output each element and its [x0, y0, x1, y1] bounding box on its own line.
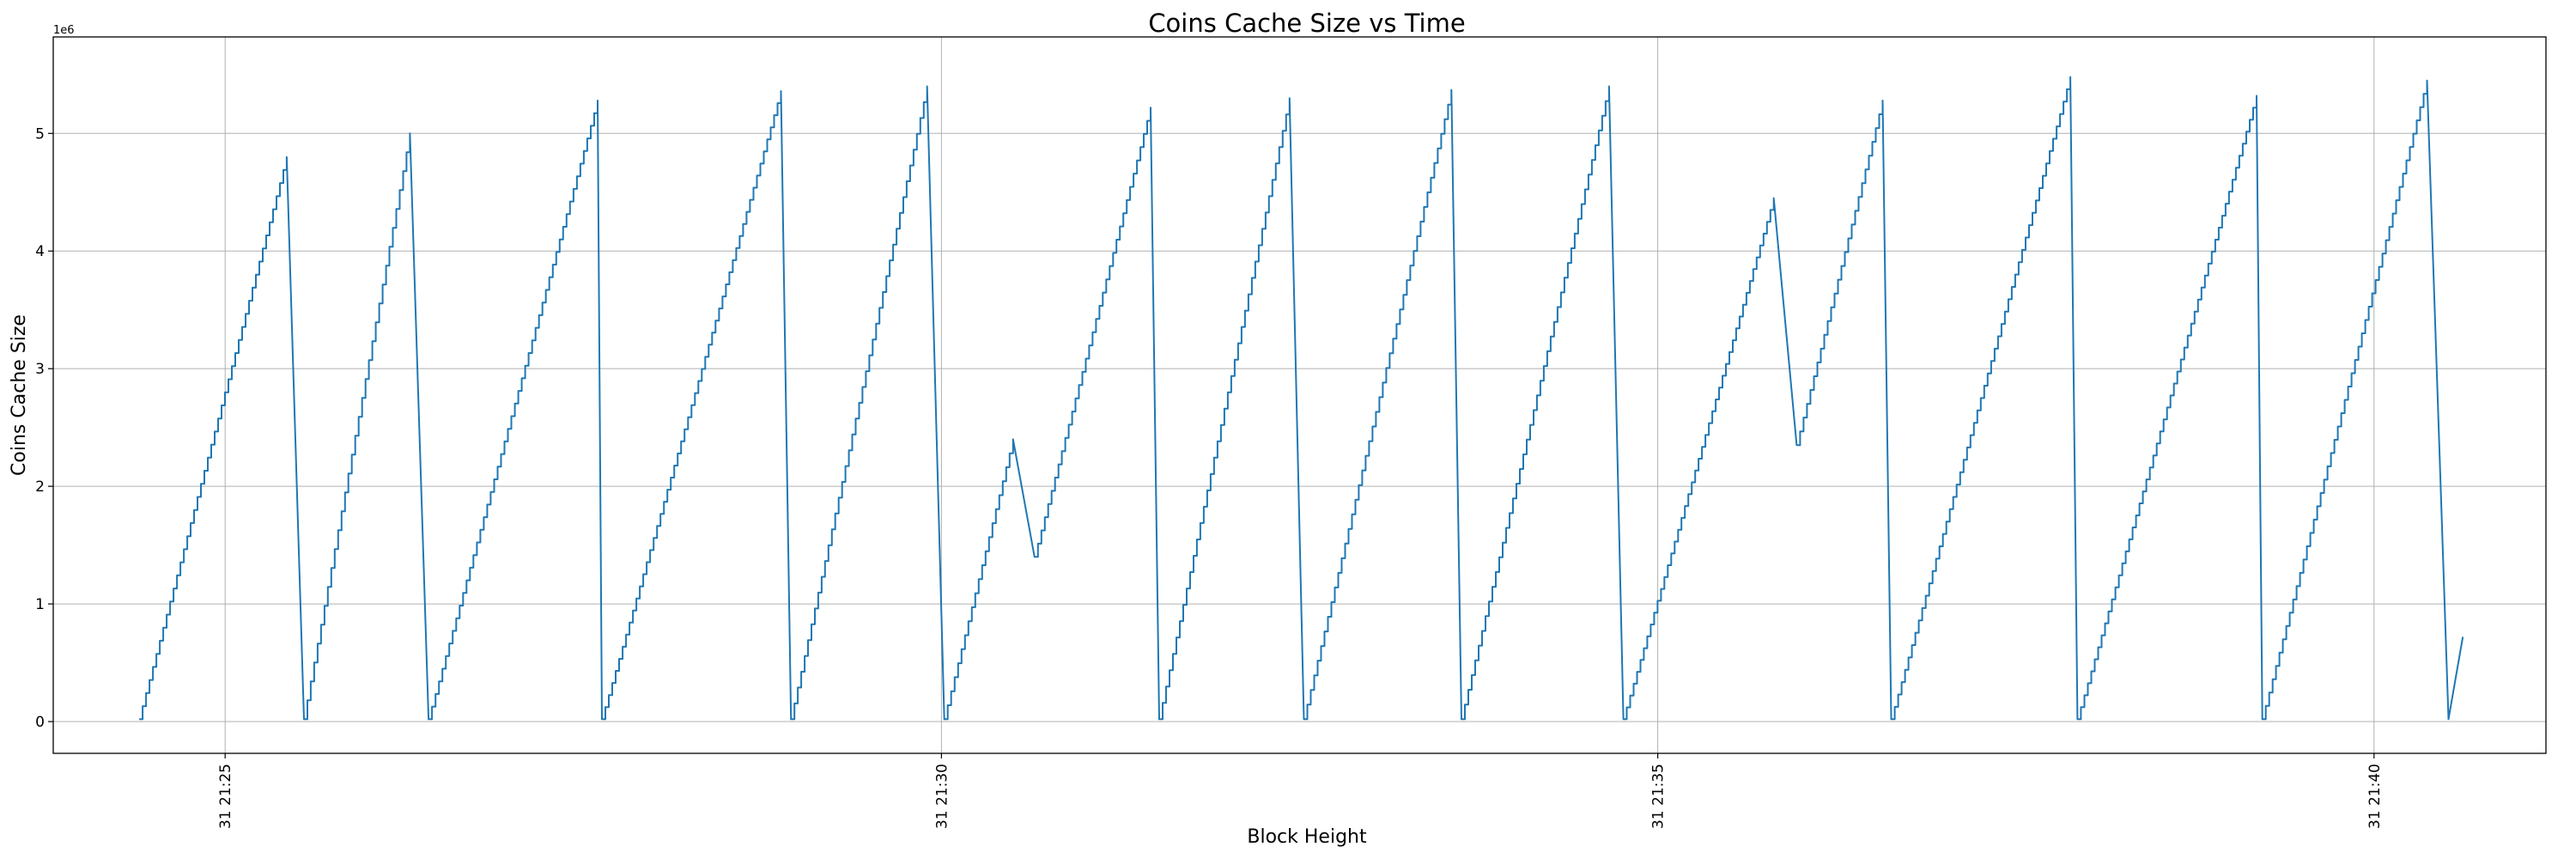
y-axis: 0 1 2 3 4 5 — [35, 125, 53, 731]
x-axis-label: Block Height — [1247, 826, 1367, 848]
y-tick-label: 2 — [35, 478, 45, 496]
plot-frame — [52, 36, 2547, 754]
series-layer — [139, 76, 2464, 721]
x-tick-label: 31 21:30 — [933, 764, 951, 829]
y-axis-label: Coins Cache Size — [9, 314, 30, 476]
y-tick-label: 1 — [35, 596, 45, 613]
x-tick-label: 31 21:35 — [1650, 764, 1668, 829]
y-tick-label: 0 — [35, 714, 45, 731]
series-line — [139, 76, 2464, 721]
grid — [53, 37, 2546, 753]
x-tick-label: 31 21:40 — [2366, 764, 2384, 829]
x-tick-label: 31 21:25 — [217, 764, 234, 829]
chart-title: Coins Cache Size vs Time — [1148, 9, 1465, 38]
x-axis: 31 21:25 31 21:30 31 21:35 31 21:40 — [217, 753, 2384, 829]
y-tick-label: 4 — [35, 243, 45, 260]
y-axis-offset-label: 1e6 — [53, 24, 75, 37]
y-tick-label: 3 — [35, 361, 45, 378]
y-tick-label: 5 — [35, 125, 45, 143]
